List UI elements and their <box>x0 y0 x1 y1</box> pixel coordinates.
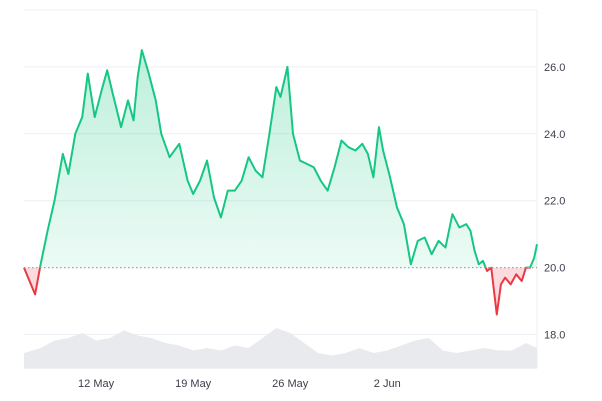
y-tick-label: 26.0 <box>544 62 565 74</box>
data-point <box>133 120 134 121</box>
data-point <box>474 250 475 251</box>
data-point <box>199 180 200 181</box>
data-point <box>40 264 41 265</box>
data-point <box>107 70 108 71</box>
data-point <box>306 163 307 164</box>
data-point <box>500 284 501 285</box>
data-point <box>292 133 293 134</box>
x-tick-label: 12 May <box>78 378 115 390</box>
data-point <box>179 143 180 144</box>
data-point <box>206 160 207 161</box>
data-point <box>327 190 328 191</box>
data-point <box>486 270 487 271</box>
data-point <box>280 96 281 97</box>
data-point <box>248 157 249 158</box>
data-point <box>161 133 162 134</box>
data-point <box>320 180 321 181</box>
data-point <box>137 76 138 77</box>
x-axis-ticks: 12 May 19 May 26 May 2 Jun <box>78 378 401 390</box>
data-point <box>62 153 63 154</box>
data-point <box>47 230 48 231</box>
data-point <box>255 170 256 171</box>
data-point <box>452 213 453 214</box>
data-point <box>491 267 492 268</box>
data-point <box>431 254 432 255</box>
data-point <box>478 264 479 265</box>
data-point <box>269 133 270 134</box>
price-line-above <box>23 49 538 268</box>
data-point <box>220 217 221 218</box>
data-point <box>187 180 188 181</box>
data-point <box>355 150 356 151</box>
data-point <box>362 143 363 144</box>
y-tick-label: 18.0 <box>544 330 565 342</box>
data-point <box>348 147 349 148</box>
data-point <box>262 177 263 178</box>
x-tick-label: 2 Jun <box>374 378 401 390</box>
data-point <box>75 133 76 134</box>
y-tick-label: 20.0 <box>544 263 565 275</box>
data-point <box>466 224 467 225</box>
data-point <box>287 66 288 67</box>
x-tick-label: 19 May <box>175 378 212 390</box>
data-point <box>213 197 214 198</box>
data-point <box>169 157 170 158</box>
data-point <box>193 193 194 194</box>
data-point <box>68 173 69 174</box>
data-point <box>510 284 511 285</box>
data-point <box>112 93 113 94</box>
data-point <box>496 314 497 315</box>
data-point <box>101 90 102 91</box>
y-axis-ticks: 18.0 20.0 22.0 24.0 26.0 <box>544 62 565 342</box>
data-point <box>516 274 517 275</box>
price-area <box>23 49 538 316</box>
data-point <box>313 167 314 168</box>
data-point <box>82 116 83 117</box>
data-point <box>367 153 368 154</box>
data-point <box>536 244 537 245</box>
data-point <box>120 127 121 128</box>
area-fill-above <box>24 50 537 268</box>
data-point <box>341 140 342 141</box>
data-point <box>227 190 228 191</box>
data-point <box>396 207 397 208</box>
x-tick-label: 26 May <box>272 378 309 390</box>
data-point <box>417 240 418 241</box>
data-point <box>94 116 95 117</box>
data-point <box>373 177 374 178</box>
data-point <box>482 260 483 261</box>
data-point <box>459 227 460 228</box>
y-tick-label: 24.0 <box>544 129 565 141</box>
data-point <box>389 177 390 178</box>
data-point <box>234 190 235 191</box>
y-tick-label: 22.0 <box>544 196 565 208</box>
data-point <box>378 127 379 128</box>
data-point <box>87 73 88 74</box>
data-point <box>276 86 277 87</box>
data-point <box>148 73 149 74</box>
data-point <box>424 237 425 238</box>
data-point <box>521 280 522 281</box>
data-point <box>54 200 55 201</box>
data-point <box>470 230 471 231</box>
data-point <box>410 264 411 265</box>
volume-area-fill <box>24 328 537 368</box>
data-point <box>403 224 404 225</box>
data-point <box>438 240 439 241</box>
data-point <box>505 277 506 278</box>
data-point <box>141 50 142 51</box>
data-point <box>127 100 128 101</box>
data-point <box>529 267 530 268</box>
data-point <box>299 160 300 161</box>
data-point <box>383 150 384 151</box>
data-point <box>334 167 335 168</box>
data-point <box>155 100 156 101</box>
data-point <box>241 180 242 181</box>
data-point <box>534 257 535 258</box>
data-point <box>445 247 446 248</box>
volume-area <box>24 328 537 368</box>
data-point <box>34 294 35 295</box>
